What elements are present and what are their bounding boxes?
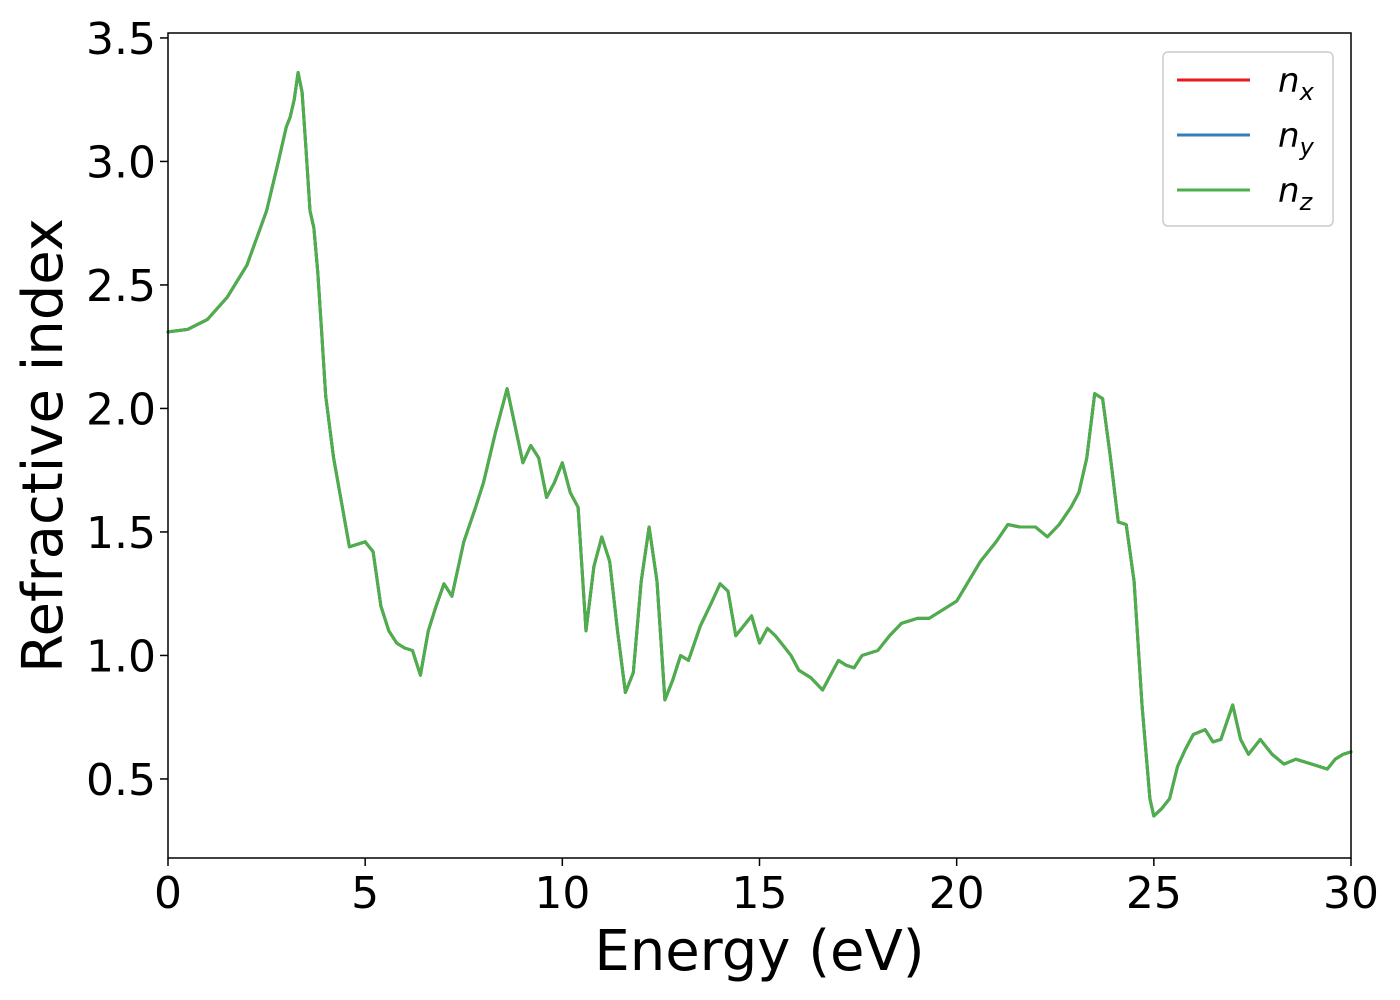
x-tick-label: 10	[534, 868, 590, 919]
y-tick-label: 1.0	[86, 631, 156, 682]
x-tick-label: 0	[154, 868, 182, 919]
y-axis-label: Refractive index	[11, 218, 76, 673]
y-tick-label: 3.0	[86, 137, 156, 188]
x-axis-label: Energy (eV)	[594, 919, 924, 984]
y-tick-label: 2.5	[86, 261, 156, 312]
x-tick-label: 5	[351, 868, 379, 919]
x-tick-label: 30	[1323, 868, 1379, 919]
legend-box	[1162, 51, 1334, 227]
y-tick-label: 1.5	[86, 508, 156, 559]
legend-label-ny: ny	[1278, 116, 1315, 161]
y-tick-label: 2.0	[86, 384, 156, 435]
x-tick-label: 25	[1126, 868, 1182, 919]
legend-label-nx: nx	[1278, 61, 1315, 106]
plot-lines	[166, 71, 1353, 818]
x-axis-ticks: 0 5 10 15 20 25 30	[154, 858, 1379, 919]
x-tick-label: 20	[929, 868, 985, 919]
y-tick-label: 3.5	[86, 14, 156, 65]
legend: nx ny nz	[1162, 51, 1334, 227]
y-tick-label: 0.5	[86, 755, 156, 806]
x-tick-label: 15	[732, 868, 788, 919]
series-line-nz	[166, 71, 1353, 818]
y-axis-ticks: 0.5 1.0 1.5 2.0 2.5 3.0 3.5	[86, 14, 168, 806]
legend-label-nz: nz	[1278, 171, 1314, 216]
